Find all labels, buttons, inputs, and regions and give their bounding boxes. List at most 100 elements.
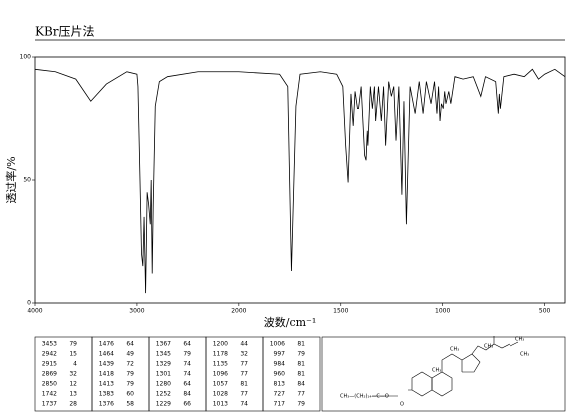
table-transmittance: 58 — [126, 401, 134, 408]
table-wavenumber: 1096 — [213, 371, 228, 378]
structure-label: CH₃ — [450, 347, 459, 353]
table-transmittance: 81 — [297, 361, 305, 368]
table-wavenumber: 813 — [274, 381, 286, 388]
table-wavenumber: 1252 — [156, 391, 171, 398]
structure-label: CH₃ — [515, 337, 524, 343]
structure-label: CH₃ — [484, 344, 493, 350]
x-tick-label: 500 — [539, 308, 551, 315]
table-wavenumber: 1280 — [156, 381, 171, 388]
plot-frame — [34, 56, 566, 304]
table-wavenumber: 3453 — [42, 341, 57, 348]
table-wavenumber: 1135 — [213, 361, 228, 368]
ring-a — [411, 371, 433, 397]
table-wavenumber: 1200 — [213, 341, 228, 348]
ring-b — [431, 371, 453, 397]
table-wavenumber: 1006 — [270, 341, 285, 348]
table-wavenumber: 1178 — [213, 351, 228, 358]
ring-c — [441, 353, 463, 372]
table-transmittance: 84 — [183, 391, 191, 398]
chart-title: KBr压片法 — [35, 25, 95, 39]
table-wavenumber: 1229 — [156, 401, 171, 408]
table-transmittance: 44 — [240, 341, 248, 348]
structure-box — [321, 336, 566, 412]
table-wavenumber: 1345 — [156, 351, 171, 358]
table-wavenumber: 717 — [274, 401, 286, 408]
table-wavenumber: 984 — [274, 361, 286, 368]
table-transmittance: 49 — [126, 351, 134, 358]
y-tick-label: 100 — [20, 54, 32, 61]
table-transmittance: 79 — [126, 381, 134, 388]
spectrum-line — [34, 68, 566, 294]
table-transmittance: 81 — [297, 371, 305, 378]
table-transmittance: 74 — [240, 401, 248, 408]
table-transmittance: 72 — [126, 361, 134, 368]
side-chain — [471, 336, 519, 355]
structure — [372, 336, 519, 397]
table-transmittance: 12 — [69, 381, 77, 388]
table-wavenumber: 960 — [274, 371, 286, 378]
x-tick-label: 2000 — [231, 308, 246, 315]
x-tick-label: 1000 — [435, 308, 450, 315]
ring-d — [461, 353, 481, 373]
table-wavenumber: 1367 — [156, 341, 171, 348]
table-transmittance: 28 — [69, 401, 77, 408]
table-transmittance: 64 — [126, 341, 134, 348]
structure-label: CH₃—(CH₂)₁₄—C—O — [340, 394, 389, 400]
y-tick-label: 0 — [27, 300, 31, 307]
table-transmittance: 77 — [240, 391, 248, 398]
table-wavenumber: 1329 — [156, 361, 171, 368]
table-transmittance: 81 — [240, 381, 248, 388]
table-transmittance: 66 — [183, 401, 191, 408]
table-transmittance: 79 — [297, 401, 305, 408]
table-wavenumber: 2850 — [42, 381, 57, 388]
table-wavenumber: 1383 — [99, 391, 114, 398]
table-transmittance: 60 — [126, 391, 134, 398]
table-wavenumber: 727 — [274, 391, 286, 398]
table-wavenumber: 2915 — [42, 361, 57, 368]
table-wavenumber: 1737 — [42, 401, 57, 408]
ester-bonds — [372, 389, 412, 397]
table-transmittance: 15 — [69, 351, 77, 358]
table-transmittance: 77 — [297, 391, 305, 398]
table-cell-group — [262, 336, 321, 412]
table-transmittance: 79 — [69, 341, 77, 348]
table-wavenumber: 1301 — [156, 371, 171, 378]
table-transmittance: 74 — [183, 371, 191, 378]
x-tick-label: 4000 — [27, 308, 42, 315]
structure-label: CH₃ — [432, 368, 441, 374]
table-transmittance: 13 — [69, 391, 77, 398]
table-transmittance: 74 — [183, 361, 191, 368]
table-transmittance: 81 — [297, 341, 305, 348]
table-wavenumber: 1742 — [42, 391, 57, 398]
x-axis-label: 波数/cm⁻¹ — [264, 316, 317, 329]
table-wavenumber: 2869 — [42, 371, 57, 378]
table-wavenumber: 1028 — [213, 391, 228, 398]
table-wavenumber: 1464 — [99, 351, 114, 358]
table-transmittance: 64 — [183, 381, 191, 388]
structure-label: O — [400, 402, 404, 408]
table-wavenumber: 1439 — [99, 361, 114, 368]
table-transmittance: 79 — [126, 371, 134, 378]
table-transmittance: 32 — [69, 371, 77, 378]
structure-label: CH₃ — [520, 352, 529, 358]
table-wavenumber: 2942 — [42, 351, 57, 358]
table-wavenumber: 1057 — [213, 381, 228, 388]
table-transmittance: 77 — [240, 371, 248, 378]
y-axis-label: 透过率/% — [4, 156, 18, 203]
table-transmittance: 32 — [240, 351, 248, 358]
x-tick-label: 3000 — [129, 308, 144, 315]
table-wavenumber: 1376 — [99, 401, 114, 408]
x-tick-label: 1500 — [333, 308, 348, 315]
table-transmittance: 4 — [73, 361, 77, 368]
table-transmittance: 79 — [297, 351, 305, 358]
table-wavenumber: 1013 — [213, 401, 228, 408]
table-transmittance: 79 — [183, 351, 191, 358]
table-wavenumber: 997 — [274, 351, 286, 358]
table-wavenumber: 1413 — [99, 381, 114, 388]
table-wavenumber: 1476 — [99, 341, 114, 348]
table-transmittance: 64 — [183, 341, 191, 348]
table-transmittance: 77 — [240, 361, 248, 368]
table-wavenumber: 1418 — [99, 371, 114, 378]
table-transmittance: 84 — [297, 381, 305, 388]
